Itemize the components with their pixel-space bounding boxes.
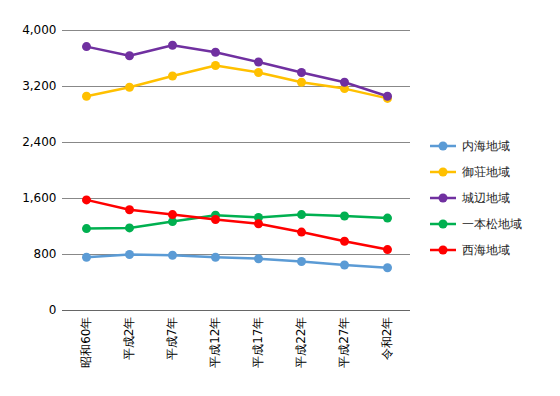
- svg-text:平成17年: 平成17年: [251, 317, 265, 368]
- svg-text:平成27年: 平成27年: [337, 317, 351, 368]
- svg-text:1,600: 1,600: [22, 191, 56, 205]
- svg-text:昭和60年: 昭和60年: [79, 317, 93, 368]
- svg-text:令和2年: 令和2年: [380, 317, 394, 361]
- svg-text:平成22年: 平成22年: [294, 317, 308, 368]
- html-text:御荘地域: 御荘地域: [462, 164, 510, 179]
- svg-text:0: 0: [49, 303, 57, 317]
- svg-text:3,200: 3,200: [22, 79, 56, 93]
- svg-text:4,000: 4,000: [22, 23, 56, 37]
- svg-text:平成7年: 平成7年: [165, 317, 179, 361]
- svg-text:平成2年: 平成2年: [122, 317, 136, 361]
- svg-text:800: 800: [34, 247, 57, 261]
- html-text:内海地域: 内海地域: [462, 138, 510, 153]
- svg-text:2,400: 2,400: [22, 135, 56, 149]
- html-text:一本松地域: 一本松地域: [462, 216, 522, 231]
- html-text:城辺地域: 城辺地域: [462, 190, 510, 205]
- html-text:西海地域: 西海地域: [462, 242, 510, 257]
- svg-text:平成12年: 平成12年: [208, 317, 222, 368]
